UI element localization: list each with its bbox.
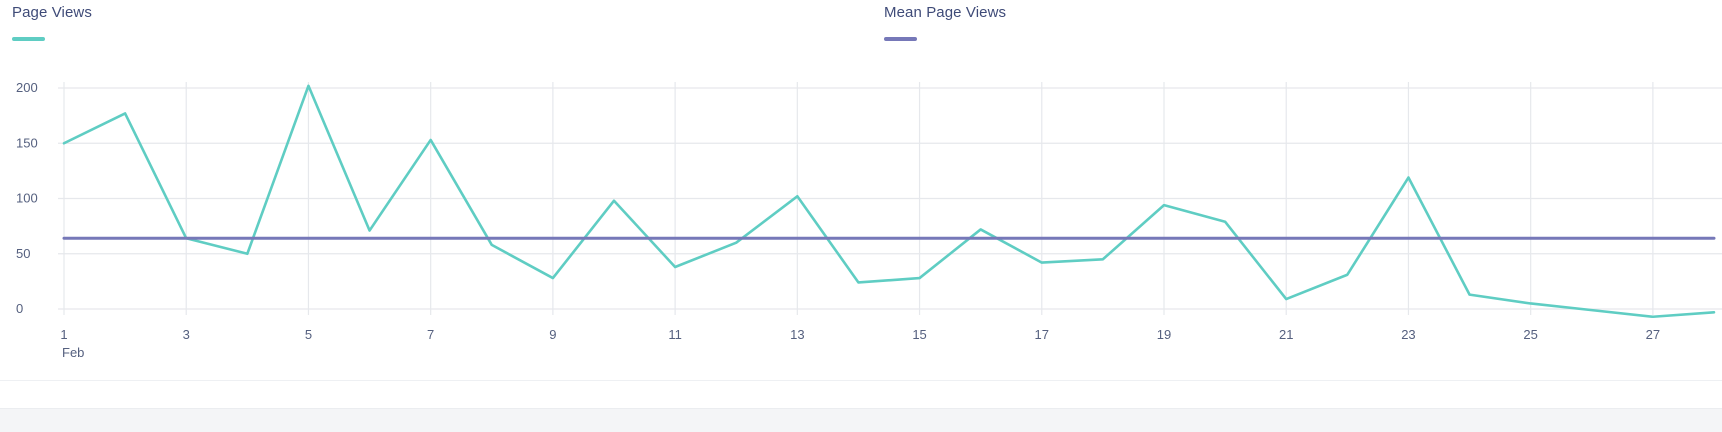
- x-tick-label: 21: [1279, 327, 1293, 342]
- data-point-mean-page-views[interactable]: [794, 235, 800, 241]
- data-point-mean-page-views[interactable]: [672, 235, 678, 241]
- x-tick-label: 17: [1035, 327, 1049, 342]
- data-point-mean-page-views[interactable]: [1650, 235, 1656, 241]
- data-point-mean-page-views[interactable]: [855, 235, 861, 241]
- data-point-mean-page-views[interactable]: [733, 235, 739, 241]
- x-tick-label: 5: [305, 327, 312, 342]
- data-point-mean-page-views[interactable]: [183, 235, 189, 241]
- data-point-page-views[interactable]: [489, 242, 495, 248]
- footer-band: [0, 408, 1722, 432]
- data-point-page-views[interactable]: [550, 275, 556, 281]
- x-tick-label: 15: [912, 327, 926, 342]
- data-point-page-views[interactable]: [1344, 272, 1350, 278]
- x-tick-label: 9: [549, 327, 556, 342]
- x-tick-label: 3: [183, 327, 190, 342]
- divider: [0, 380, 1722, 381]
- data-point-mean-page-views[interactable]: [1222, 235, 1228, 241]
- y-tick-label: 100: [16, 191, 38, 206]
- data-point-mean-page-views[interactable]: [244, 235, 250, 241]
- legend-swatch-page-views: [12, 37, 45, 41]
- data-point-page-views[interactable]: [978, 226, 984, 232]
- x-tick-label: 7: [427, 327, 434, 342]
- y-tick-label: 150: [16, 135, 38, 150]
- data-point-mean-page-views[interactable]: [1711, 235, 1717, 241]
- data-point-page-views[interactable]: [244, 251, 250, 257]
- x-tick-label: 13: [790, 327, 804, 342]
- data-point-mean-page-views[interactable]: [1283, 235, 1289, 241]
- data-point-page-views[interactable]: [1100, 256, 1106, 262]
- data-point-mean-page-views[interactable]: [489, 235, 495, 241]
- series-line-page-views[interactable]: [62, 84, 1716, 319]
- y-tick-label: 200: [16, 80, 38, 95]
- x-tick-label: 19: [1157, 327, 1171, 342]
- x-tick-label: 25: [1523, 327, 1537, 342]
- chart-panel: Page Views Mean Page Views 0 50 100 150 200 …: [12, 4, 1722, 360]
- data-point-page-views[interactable]: [1711, 309, 1717, 315]
- data-point-mean-page-views[interactable]: [1344, 235, 1350, 241]
- data-point-page-views[interactable]: [428, 137, 434, 143]
- data-point-page-views[interactable]: [305, 83, 311, 89]
- data-point-mean-page-views[interactable]: [1528, 235, 1534, 241]
- legend-label-page-views[interactable]: Page Views: [12, 4, 92, 21]
- x-tick-label: 23: [1401, 327, 1415, 342]
- data-point-mean-page-views[interactable]: [367, 235, 373, 241]
- data-point-page-views[interactable]: [672, 264, 678, 270]
- data-point-page-views[interactable]: [122, 110, 128, 116]
- x-tick-label: 11: [668, 327, 682, 342]
- y-tick-label: 0: [16, 301, 23, 316]
- data-point-page-views[interactable]: [1039, 260, 1045, 266]
- data-point-page-views[interactable]: [1650, 314, 1656, 320]
- data-point-page-views[interactable]: [1222, 219, 1228, 225]
- data-point-page-views[interactable]: [794, 193, 800, 199]
- data-point-mean-page-views[interactable]: [917, 235, 923, 241]
- data-point-page-views[interactable]: [1467, 292, 1473, 298]
- data-point-page-views[interactable]: [1283, 296, 1289, 302]
- data-point-mean-page-views[interactable]: [550, 235, 556, 241]
- data-point-mean-page-views[interactable]: [1589, 235, 1595, 241]
- data-point-page-views[interactable]: [1161, 202, 1167, 208]
- data-point-page-views[interactable]: [855, 279, 861, 285]
- legend-label-mean-page-views[interactable]: Mean Page Views: [884, 4, 1007, 21]
- data-point-mean-page-views[interactable]: [122, 235, 128, 241]
- data-point-mean-page-views[interactable]: [305, 235, 311, 241]
- data-point-page-views[interactable]: [1589, 307, 1595, 313]
- data-point-page-views[interactable]: [611, 198, 617, 204]
- data-point-page-views[interactable]: [61, 140, 67, 146]
- data-point-page-views[interactable]: [917, 275, 923, 281]
- legend-swatch-mean-page-views: [884, 37, 917, 41]
- series-lines: [61, 83, 1717, 320]
- y-axis-ticks: 0 50 100 150 200: [16, 80, 38, 316]
- data-point-mean-page-views[interactable]: [1100, 235, 1106, 241]
- data-point-mean-page-views[interactable]: [978, 235, 984, 241]
- data-point-mean-page-views[interactable]: [428, 235, 434, 241]
- y-tick-label: 50: [16, 246, 30, 261]
- data-point-mean-page-views[interactable]: [1161, 235, 1167, 241]
- data-point-mean-page-views[interactable]: [1405, 235, 1411, 241]
- data-point-mean-page-views[interactable]: [61, 235, 67, 241]
- data-point-mean-page-views[interactable]: [1039, 235, 1045, 241]
- data-point-page-views[interactable]: [1405, 175, 1411, 181]
- data-point-mean-page-views[interactable]: [611, 235, 617, 241]
- x-axis-sublabel: Feb: [62, 345, 84, 360]
- data-point-page-views[interactable]: [1528, 300, 1534, 306]
- x-tick-label: 27: [1646, 327, 1660, 342]
- x-tick-label: 1: [60, 327, 67, 342]
- data-point-mean-page-views[interactable]: [1467, 235, 1473, 241]
- data-point-page-views[interactable]: [367, 228, 373, 234]
